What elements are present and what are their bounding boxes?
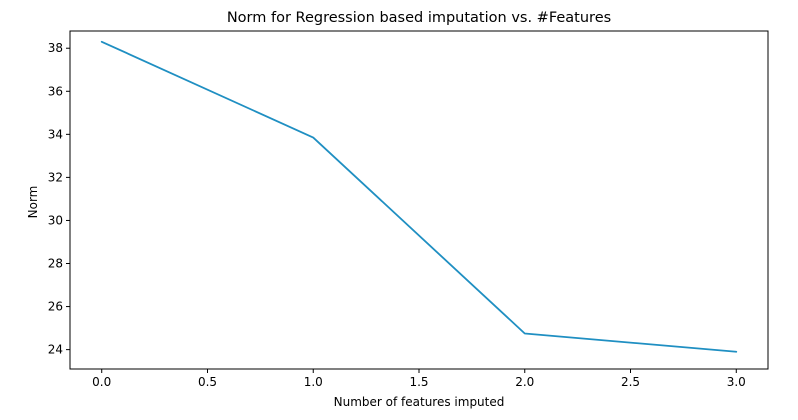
y-tick-label: 28 (48, 257, 63, 271)
x-axis-label: Number of features imputed (334, 395, 505, 409)
x-tick-label: 2.0 (515, 375, 534, 389)
x-tick-label: 1.5 (409, 375, 428, 389)
series-line-0 (100, 40, 738, 353)
x-tick-label: 0.0 (92, 375, 111, 389)
x-tick-label: 2.5 (621, 375, 640, 389)
x-tick-label: 1.0 (304, 375, 323, 389)
y-tick-label: 26 (48, 300, 63, 314)
x-axis-ticks: 0.0 0.5 1.0 1.5 2.0 2.5 3.0 (92, 369, 746, 389)
chart-title: Norm for Regression based imputation vs.… (227, 10, 611, 26)
plot-frame (69, 30, 769, 370)
y-tick-label: 38 (48, 41, 63, 55)
y-tick-label: 24 (48, 343, 63, 357)
x-tick-label: 0.5 (198, 375, 217, 389)
y-axis-label: Norm (26, 186, 40, 219)
y-axis-ticks: 24 26 28 30 32 34 36 38 (48, 41, 70, 357)
y-tick-label: 32 (48, 170, 63, 184)
y-tick-label: 34 (48, 127, 63, 141)
x-tick-label: 3.0 (727, 375, 746, 389)
y-tick-label: 36 (48, 84, 63, 98)
y-tick-label: 30 (48, 213, 63, 227)
plot-area (69, 30, 769, 370)
